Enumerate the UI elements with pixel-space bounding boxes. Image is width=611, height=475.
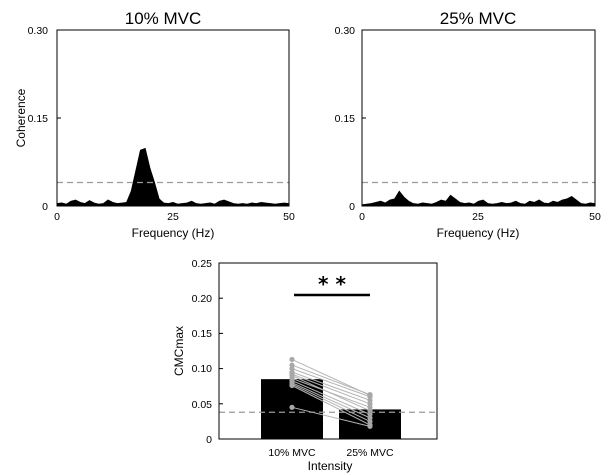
panel-cmcmax: 0 0.05 0.10 0.15 0.20 0.25 10% MVC 25% M… — [172, 258, 438, 473]
plot-frame — [361, 29, 596, 207]
coherence-area — [56, 147, 290, 207]
category-label: 10% MVC — [268, 447, 316, 459]
y-tick-label: 0.15 — [335, 113, 356, 125]
x-tick-label: 50 — [283, 211, 295, 223]
y-tick-label: 0.10 — [192, 363, 213, 375]
subject-point — [367, 423, 373, 429]
y-tick-label: 0 — [349, 201, 355, 213]
y-tick-label: 0.20 — [192, 293, 213, 305]
subject-line — [291, 364, 371, 396]
y-tick-label: 0 — [42, 201, 48, 213]
y-tick-label: 0 — [206, 434, 212, 446]
plot-frame — [218, 262, 438, 440]
x-tick-label: 50 — [589, 211, 601, 223]
subject-point — [289, 404, 295, 410]
coherence-area — [361, 190, 596, 207]
subject-line — [291, 406, 371, 427]
x-tick-label: 0 — [54, 211, 60, 223]
x-axis-label: Intensity — [308, 459, 353, 473]
subject-point — [367, 404, 373, 410]
subject-line — [291, 382, 371, 419]
subject-line — [291, 385, 371, 426]
plot-frame — [56, 29, 290, 207]
x-tick-label: 25 — [472, 211, 484, 223]
subject-point — [289, 382, 295, 389]
y-tick-label: 0.15 — [28, 113, 49, 125]
y-axis-label: Coherence — [14, 88, 28, 147]
x-tick-label: 25 — [167, 211, 179, 223]
subject-point — [289, 356, 295, 363]
category-label: 25% MVC — [346, 447, 394, 459]
x-axis-label: Frequency (Hz) — [132, 226, 215, 240]
y-tick-label: 0.05 — [192, 399, 213, 411]
subject-line — [291, 383, 371, 422]
panel-title: 25% MVC — [440, 9, 517, 28]
panel-25-mvc: 25% MVC 0 0.15 0.30 0 25 50 Frequency (H… — [335, 9, 601, 240]
y-tick-label: 0.30 — [28, 25, 49, 37]
y-axis-label: CMCmax — [172, 326, 186, 376]
panel-title: 10% MVC — [125, 9, 202, 28]
y-tick-label: 0.30 — [335, 25, 356, 37]
subject-line — [291, 371, 371, 401]
significance-marker: * * — [318, 272, 346, 296]
y-tick-label: 0.25 — [192, 258, 213, 270]
x-axis-label: Frequency (Hz) — [437, 226, 520, 240]
subject-line — [291, 373, 371, 405]
subject-line — [291, 380, 371, 415]
x-tick-label: 0 — [359, 211, 365, 223]
panel-10-mvc: 10% MVC 0 0.15 0.30 0 25 50 Frequency (H… — [14, 9, 295, 240]
subject-line — [291, 377, 371, 408]
subject-line — [291, 368, 371, 398]
y-tick-label: 0.15 — [192, 328, 213, 340]
